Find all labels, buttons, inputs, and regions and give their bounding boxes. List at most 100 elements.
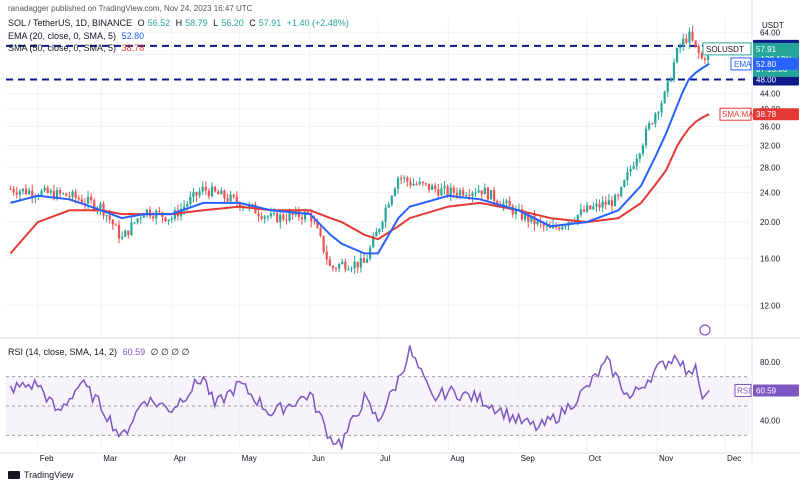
ohlc-o-label: O (137, 18, 145, 28)
candle-body (458, 190, 462, 196)
time-tick-label: Mar (103, 454, 117, 463)
candle-body (338, 264, 341, 269)
candle-body (350, 268, 353, 270)
candle-body (607, 200, 610, 205)
candle-body (356, 261, 359, 268)
rsi-label-box (734, 383, 752, 397)
ohlc-h-label: H (175, 18, 183, 28)
ema-line (10, 63, 710, 255)
candle-body (685, 38, 688, 43)
candle-body (465, 195, 468, 197)
rsi-tick-label: 40.00 (760, 417, 781, 426)
candle-body (124, 230, 127, 237)
candle-body (564, 225, 567, 227)
candle-body (83, 202, 87, 204)
candle-body (700, 53, 703, 59)
symbol-tag-text: SOLUSDT (706, 45, 744, 54)
candle-body (99, 203, 102, 209)
ema-legend[interactable]: EMA (20, close, 0, SMA, 5) 52.80 (8, 31, 147, 41)
candle-body (480, 190, 483, 195)
candle-body (527, 213, 530, 222)
candle-body (28, 190, 31, 194)
candle-body (592, 206, 595, 210)
rsi-tick-label: 80.00 (760, 358, 781, 367)
candle-body (412, 183, 415, 186)
candle-body (623, 180, 626, 187)
candle-body (282, 214, 285, 220)
candle-body (210, 186, 214, 197)
sma-legend-label: SMA (50, close, 0, SMA, 5) (8, 43, 117, 53)
candle-body (446, 186, 449, 196)
time-tick-label: May (242, 454, 257, 463)
candle-body (632, 166, 635, 169)
candle-body (248, 204, 251, 208)
ema-label-box (730, 57, 752, 71)
candle-body (325, 251, 328, 260)
candle-body (139, 217, 142, 219)
candle-body (663, 91, 666, 103)
candle-body (610, 200, 614, 207)
ohlc-change: +1.40 (+2.48%) (286, 18, 349, 28)
symbol-legend[interactable]: SOL / TetherUS, 1D, BINANCE O 56.52 H 58.7… (8, 18, 352, 28)
candle-body (310, 213, 313, 222)
candle-body (105, 215, 108, 217)
candle-body (189, 197, 192, 205)
candle-body (46, 187, 49, 193)
candle-body (133, 222, 136, 224)
candle-body (341, 261, 344, 265)
candle-body (489, 190, 493, 200)
price-tick-label: 32.00 (760, 142, 781, 151)
time-tick-label: Dec (727, 454, 741, 463)
time-tick-label: Sep (521, 454, 536, 463)
candle-body (291, 212, 294, 215)
candle-body (223, 190, 226, 199)
candle-body (617, 195, 620, 197)
candle-body (276, 212, 279, 223)
candle-body (111, 219, 114, 225)
candle-body (449, 187, 452, 196)
candle-body (502, 203, 505, 207)
candle-body (300, 217, 304, 220)
candle-body (279, 214, 282, 223)
sma-value-tag-box (753, 108, 799, 121)
candle-body (427, 183, 431, 190)
candle-body (186, 204, 189, 207)
candle-body (384, 207, 387, 222)
sma-legend[interactable]: SMA (50, close, 0, SMA, 5) 38.78 (8, 43, 147, 53)
rsi-value-tag-text: 60.59 (756, 386, 777, 395)
indicator-lines (9, 63, 710, 255)
candle-body (164, 217, 167, 222)
candle-body (21, 188, 25, 192)
candle-body (220, 190, 223, 195)
rsi-legend[interactable]: RSI (14, close, SMA, 14, 2) 60.59 ∅ ∅ ∅ … (8, 347, 192, 358)
lightning-icon (699, 324, 711, 336)
candle-body (319, 228, 322, 236)
candle-body (694, 40, 697, 46)
tradingview-logo-icon (8, 471, 20, 479)
candle-body (536, 220, 539, 225)
candle-body (586, 205, 589, 212)
sma-label-text: SMA:MA (722, 110, 754, 119)
candle-body (9, 189, 12, 191)
candle-body (152, 216, 155, 219)
candle-body (660, 102, 663, 113)
candle-body (682, 38, 685, 47)
candle-body (409, 181, 412, 186)
candle-body (542, 222, 545, 227)
price-tags: 59.0048.00SOLUSDT57.91+138.12%07:13:00EM… (699, 39, 799, 397)
ema-legend-value: 52.80 (121, 31, 145, 41)
candle-body (114, 224, 118, 226)
candle-body (582, 209, 586, 212)
candle-body (214, 186, 217, 192)
candle-body (90, 196, 93, 201)
candle-body (15, 192, 18, 195)
candle-body (703, 58, 707, 61)
candle-body (396, 178, 400, 189)
candle-body (390, 195, 393, 205)
sma-value-tag-text: 38.78 (756, 110, 777, 119)
ohlc-h: 58.79 (185, 18, 208, 28)
candle-body (638, 153, 641, 159)
tradingview-logo[interactable]: TradingView (8, 470, 74, 480)
candle-body (170, 218, 173, 220)
